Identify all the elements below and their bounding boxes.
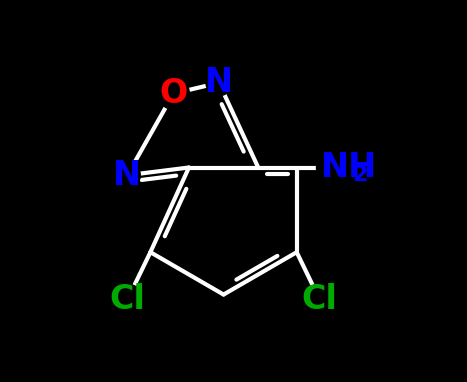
Circle shape — [206, 70, 232, 96]
Text: NH: NH — [321, 151, 377, 184]
Circle shape — [114, 162, 140, 188]
Circle shape — [304, 284, 336, 316]
Text: O: O — [159, 77, 188, 110]
Text: N: N — [205, 66, 233, 99]
Text: Cl: Cl — [109, 283, 145, 316]
Circle shape — [317, 149, 354, 186]
Text: 2: 2 — [352, 165, 368, 185]
Text: N: N — [113, 159, 142, 192]
Circle shape — [112, 284, 143, 316]
Text: Cl: Cl — [302, 283, 338, 316]
Circle shape — [158, 78, 189, 109]
